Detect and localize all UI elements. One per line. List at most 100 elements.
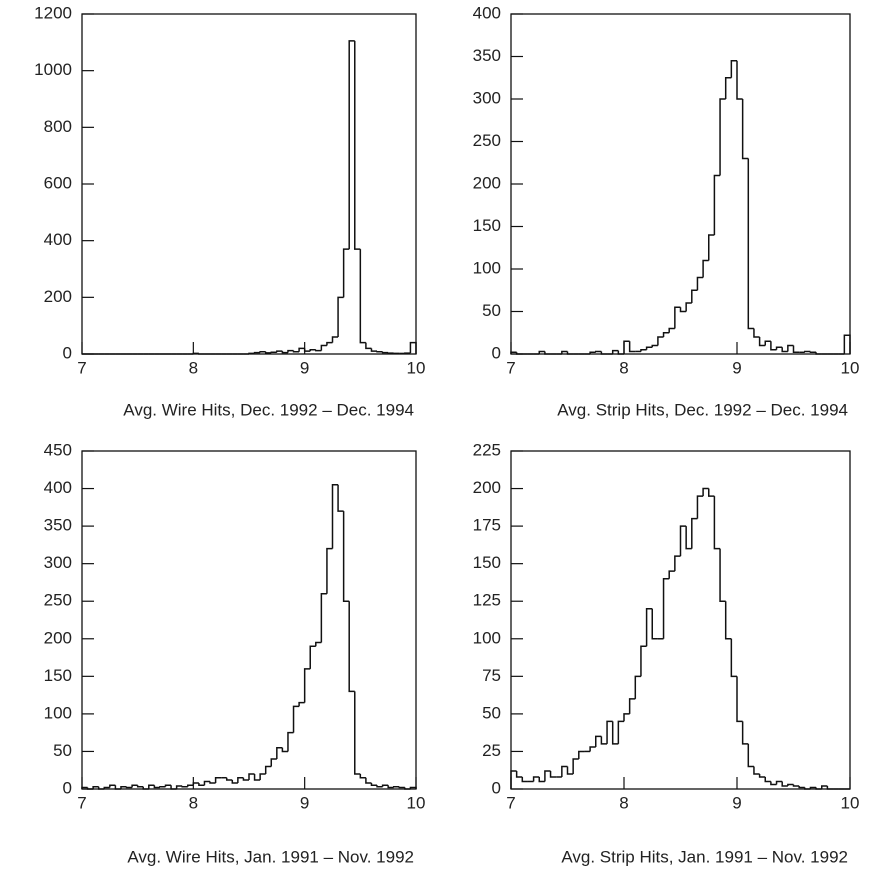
histogram-bin [611,721,619,745]
histogram-bin [365,342,372,350]
x-tick-label: 8 [619,358,628,377]
histogram-bin [381,351,389,354]
y-tick-label: 350 [473,46,501,65]
histogram-bin [532,776,540,782]
histogram-bin [674,306,681,329]
histogram-bin [303,668,311,703]
histogram-bin [376,785,383,788]
histogram-bin [651,344,658,348]
histogram-bin [685,302,692,312]
y-tick-label: 175 [473,516,501,535]
histogram-bin [354,691,361,775]
y-tick-label: 150 [473,216,501,235]
histogram-bin [741,99,749,160]
histogram-bin [326,547,333,594]
histogram-bin [259,773,266,780]
histogram-bin [136,785,144,788]
histogram-bin [798,785,805,789]
y-tick-label: 0 [63,343,72,362]
histogram-bin [354,40,361,250]
histogram-bin [549,770,557,778]
histogram-bin [668,570,675,579]
x-tick-label: 7 [506,358,515,377]
histogram-bin [696,276,704,291]
histogram-bin [787,344,794,352]
histogram-bin [538,776,545,783]
histogram-bin [109,784,116,788]
y-tick-label: 600 [44,173,72,192]
y-tick-label: 400 [473,3,501,22]
x-tick-label: 10 [841,793,860,812]
histogram-bin [674,555,681,572]
histogram-bin [359,249,366,344]
histogram-bin [264,351,272,354]
y-tick-label: 1000 [34,60,72,79]
histogram-bin [713,496,721,550]
histogram-bin [708,234,715,261]
histogram-bin [628,341,636,353]
histogram-bin [392,785,400,788]
histogram-bin [724,77,732,99]
histogram-bin [365,777,372,784]
histogram-bin [611,349,619,354]
histogram-bin [510,770,517,789]
x-tick-label: 10 [407,358,426,377]
y-tick-label: 125 [473,591,501,610]
histogram-bin [651,608,658,640]
histogram-bin [617,720,624,744]
histogram-bin [730,638,737,678]
histogram-bin [315,641,322,647]
histogram-bin [770,781,777,786]
x-tick-label: 9 [300,358,309,377]
histogram-bin [719,98,726,176]
histogram-bin [741,721,749,745]
plot-frame [81,13,417,355]
histogram-bin [370,348,378,352]
y-tick-label: 300 [44,553,72,572]
histogram-bin [521,776,528,783]
histogram-bin [753,328,760,338]
histogram-bin [538,350,545,354]
histogram-bin [164,784,172,787]
histogram-bin [242,777,249,781]
histogram-bin [781,781,788,787]
x-tick-label: 9 [732,793,741,812]
histogram-panel: 0 50 100 150 200 250 300 350 400 450 7 8 9 10 Avg. Wir… [44,440,426,866]
histogram-bin [787,783,794,786]
y-tick-label: 300 [473,88,501,107]
histogram-bin [387,785,394,789]
y-tick-label: 225 [473,440,501,459]
plot-frame [510,450,851,790]
histogram-bin [120,785,127,789]
histogram-bin [264,765,272,774]
histogram-bin [747,158,754,330]
histogram-bin [770,341,777,351]
histogram-bin [198,782,205,786]
y-tick-label: 200 [473,173,501,192]
histogram-bin [287,731,294,752]
histogram-bin [566,766,574,775]
histogram-bin [131,784,138,788]
histogram-bin [628,698,636,714]
histogram-bin [696,495,704,519]
histogram-bin [764,776,771,783]
y-tick-label: 200 [44,287,72,306]
histogram-bin [320,592,327,643]
histogram-bin [248,773,255,780]
histogram-bin [775,780,783,785]
histogram-bin [331,336,339,343]
histogram-bin [298,701,305,707]
histogram-bin [320,344,327,351]
histogram-bin [719,548,726,602]
histogram-bin [381,784,389,787]
histogram-bin [231,779,238,784]
x-axis-label: Avg. Strip Hits, Dec. 1992 – Dec. 1994 [557,400,848,419]
histogram-bin [281,747,288,753]
histogram-bin [337,484,344,512]
histogram-bin [270,351,277,354]
histogram-bin [331,484,339,549]
histogram-bin [606,720,613,744]
histogram-bin [370,782,378,786]
histogram-bin [315,349,322,352]
histogram-bin [764,340,771,346]
